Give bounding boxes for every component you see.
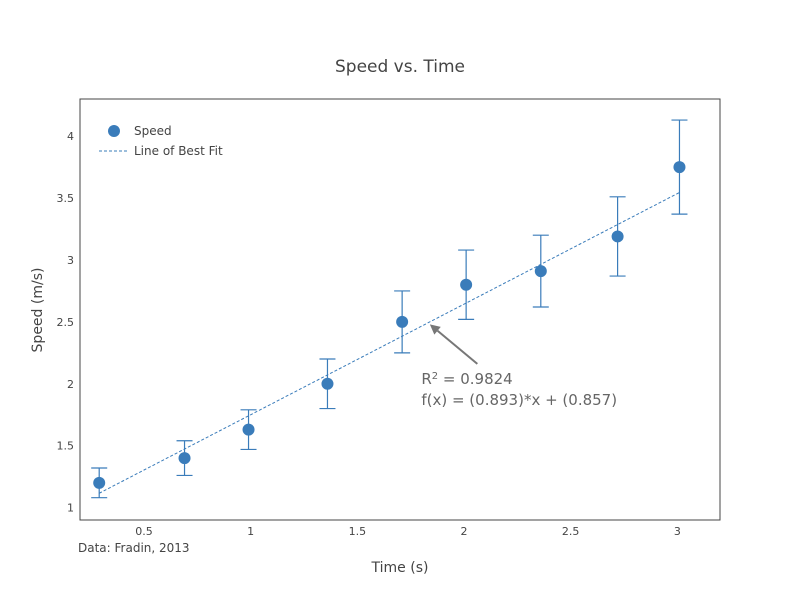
y-axis-ticks: 1 1.5 2 2.5 3 3.5 4 <box>57 130 75 514</box>
data-point <box>673 161 686 174</box>
data-point <box>534 265 547 278</box>
y-tick-label: 3.5 <box>57 192 75 205</box>
y-axis-title: Speed (m/s) <box>30 268 46 353</box>
x-tick-label: 1 <box>247 525 254 538</box>
data-point <box>242 423 255 436</box>
x-axis-title: Time (s) <box>371 560 429 576</box>
data-source-note: Data: Fradin, 2013 <box>78 541 190 555</box>
data-point <box>396 315 409 328</box>
r-squared-letter: R <box>421 370 431 388</box>
legend-speed-label: Speed <box>134 124 172 138</box>
data-point <box>178 452 191 465</box>
x-axis-ticks: 0.5 1 1.5 2 2.5 3 <box>135 525 681 538</box>
annotation-arrowhead <box>429 324 441 335</box>
fit-annotation: R2 = 0.9824 f(x) = (0.893)*x + (0.857) <box>421 324 617 409</box>
data-point <box>93 476 106 489</box>
annotation-arrow <box>436 329 478 365</box>
x-tick-label: 1.5 <box>349 525 367 538</box>
legend: Speed Line of Best Fit <box>99 124 223 158</box>
legend-fit-label: Line of Best Fit <box>134 144 223 158</box>
data-point <box>321 377 334 390</box>
r-squared-superscript: 2 <box>432 370 438 381</box>
fit-equation: f(x) = (0.893)*x + (0.857) <box>421 391 617 409</box>
best-fit-line <box>98 192 680 494</box>
best-fit-layer <box>98 192 680 494</box>
data-point <box>460 278 473 291</box>
r-squared-label: R2 = 0.9824 <box>421 370 512 388</box>
y-tick-label: 3 <box>67 254 74 267</box>
y-tick-label: 2.5 <box>57 316 75 329</box>
x-tick-label: 2 <box>461 525 468 538</box>
data-point <box>611 230 624 243</box>
x-tick-label: 2.5 <box>562 525 580 538</box>
y-tick-label: 2 <box>67 378 74 391</box>
legend-speed-marker <box>108 125 120 137</box>
x-tick-label: 0.5 <box>135 525 153 538</box>
plot-area-frame <box>79 98 721 521</box>
points-layer <box>93 161 686 489</box>
y-tick-label: 4 <box>67 130 74 143</box>
x-tick-label: 3 <box>674 525 681 538</box>
y-tick-label: 1 <box>67 502 74 515</box>
y-tick-label: 1.5 <box>57 440 75 453</box>
chart-title: Speed vs. Time <box>335 57 465 77</box>
r-squared-value: = 0.9824 <box>438 370 513 388</box>
error-bars-layer <box>91 119 688 499</box>
